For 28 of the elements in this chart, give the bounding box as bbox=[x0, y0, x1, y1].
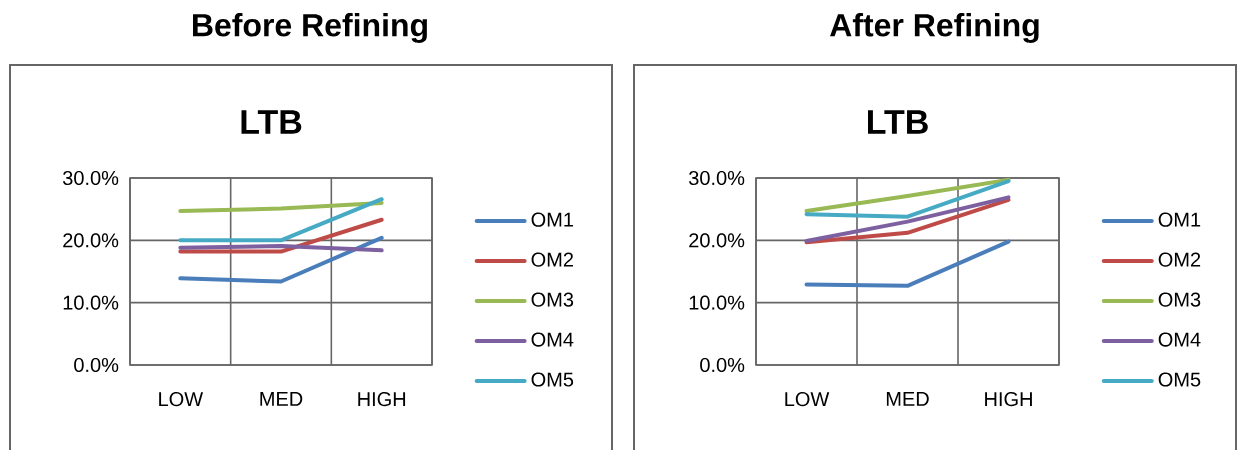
legend-label: OM2 bbox=[531, 252, 573, 267]
x-tick-label: HIGH bbox=[985, 392, 1032, 407]
y-tick-label: 10.0% bbox=[63, 295, 119, 310]
y-tick-label: 0.0% bbox=[700, 357, 745, 373]
legend-label: OM1 bbox=[531, 212, 574, 227]
chart-subtitle: LTB bbox=[241, 110, 302, 134]
y-tick-label: 30.0% bbox=[62, 170, 119, 186]
x-tick-label: MED bbox=[886, 392, 929, 406]
legend-label: OM4 bbox=[531, 332, 574, 347]
chart-subtitle: LTB bbox=[868, 110, 928, 134]
legend-label: OM5 bbox=[1158, 372, 1201, 387]
x-tick-label: HIGH bbox=[358, 392, 406, 407]
y-tick-label: 10.0% bbox=[689, 295, 745, 310]
y-tick-label: 0.0% bbox=[74, 357, 119, 373]
y-tick-label: 20.0% bbox=[63, 233, 119, 248]
x-tick-label: MED bbox=[260, 392, 303, 406]
y-tick-label: 30.0% bbox=[688, 170, 745, 186]
legend-label: OM1 bbox=[1158, 212, 1201, 227]
legend-label: OM3 bbox=[531, 292, 574, 307]
x-tick-label: LOW bbox=[159, 392, 204, 407]
legend-label: OM4 bbox=[1158, 332, 1201, 347]
chart-title: After Refining bbox=[830, 13, 1039, 43]
legend-label: OM2 bbox=[1158, 252, 1201, 267]
chart-title: Before Refining bbox=[193, 13, 427, 43]
y-tick-label: 20.0% bbox=[689, 233, 745, 248]
legend-label: OM5 bbox=[531, 372, 574, 387]
x-tick-label: LOW bbox=[785, 392, 830, 407]
legend-label: OM3 bbox=[1158, 292, 1201, 307]
